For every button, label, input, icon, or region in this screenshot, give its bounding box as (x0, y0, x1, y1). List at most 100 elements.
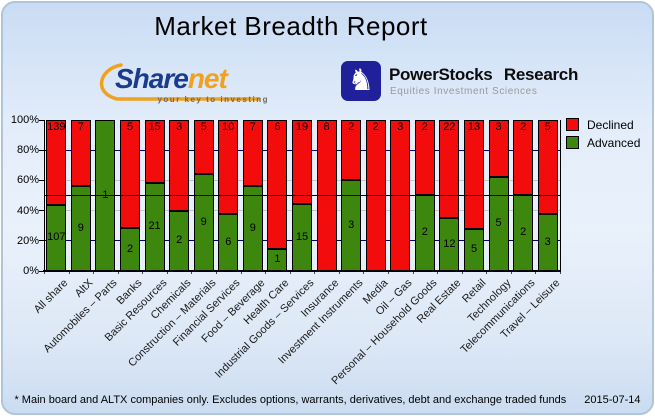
sharenet-word-net: net (187, 63, 228, 94)
x-axis-tick (289, 271, 291, 274)
declined-value-label: 139 (47, 121, 66, 133)
bar-segment-declined (267, 120, 288, 249)
y-axis-tick (39, 119, 44, 121)
declined-value-label: 13 (467, 121, 481, 133)
stacked-bar: 15 21 (144, 120, 165, 271)
legend-item: Declined (566, 118, 652, 132)
y-axis-tick-label: 100% (10, 114, 39, 126)
advanced-value-label: 12 (443, 237, 456, 250)
advanced-value-label: 3 (348, 218, 355, 231)
sharenet-tagline: your key to investing (157, 95, 269, 104)
sharenet-logo: Sharenet your key to investing (91, 59, 281, 107)
advanced-value-label: 15 (295, 230, 309, 243)
knight-icon: ♞ (341, 61, 381, 101)
stacked-bar: 10 6 (218, 120, 239, 271)
legend-item: Advanced (566, 136, 652, 150)
declined-value-label: 10 (222, 121, 235, 133)
advanced-value-label: 6 (225, 235, 232, 248)
declined-value-label: 2 (520, 121, 527, 133)
bar-segment-declined (120, 120, 140, 228)
x-axis-tick (265, 271, 267, 274)
x-axis-tick (117, 271, 119, 274)
sharenet-word-share: Share (115, 63, 189, 94)
report-date: 2015-07-14 (584, 394, 641, 406)
advanced-value-label: 1 (95, 189, 115, 201)
bar-segment-declined (513, 120, 534, 195)
bar-segment-declined (144, 120, 165, 183)
bar-segment-declined (439, 120, 460, 218)
legend-swatch-advanced (566, 136, 579, 149)
declined-value-label: 5 (544, 121, 551, 133)
bar-segment-declined (414, 120, 435, 195)
bar-segment-declined (70, 120, 91, 186)
x-axis-tick (93, 271, 95, 274)
y-axis-tick-label: 60% (16, 174, 39, 187)
advanced-value-label: 5 (470, 243, 478, 255)
page-title: Market Breadth Report (154, 11, 428, 41)
x-axis-tick (142, 271, 144, 274)
bar-segment-declined (464, 120, 484, 229)
x-axis-tick (240, 271, 242, 274)
footer: * Main board and ALTX companies only. Ex… (3, 394, 652, 406)
declined-value-label: 2 (421, 121, 428, 133)
x-axis-tick (166, 271, 168, 274)
plot-right-border (560, 120, 561, 271)
advanced-value-label: 1 (274, 253, 281, 265)
declined-value-label: 2 (372, 121, 379, 133)
declined-value-label: 6 (274, 121, 281, 133)
bar-segment-declined (537, 120, 558, 214)
advanced-value-label: 2 (520, 226, 527, 238)
stacked-bar: 13 5 (464, 120, 484, 271)
advanced-value-label: 2 (126, 242, 134, 255)
advanced-value-label: 9 (77, 221, 84, 234)
x-axis-tick (461, 271, 463, 274)
sharenet-wordmark: Sharenet (115, 63, 228, 95)
bar-segment-declined (242, 120, 263, 186)
y-axis-tick (39, 210, 44, 212)
declined-value-label: 7 (77, 121, 84, 133)
declined-value-label: 8 (323, 121, 330, 133)
x-axis-tick (510, 271, 512, 274)
x-axis-tick (314, 271, 316, 274)
bar-segment-declined (488, 120, 509, 177)
advanced-value-label: 9 (249, 221, 256, 234)
advanced-value-label: 3 (544, 235, 551, 248)
declined-value-label: 5 (126, 121, 134, 133)
y-axis-tick-label: 40% (16, 204, 39, 217)
advanced-value-label: 2 (176, 234, 183, 246)
bar-segment-declined (218, 120, 239, 214)
advanced-value-label: 9 (200, 215, 207, 228)
x-axis-tick (437, 271, 439, 274)
powerstocks-logo: ♞ PowerStocks Research Equities Investme… (341, 61, 578, 107)
x-axis-tick (191, 271, 193, 274)
footnote: * Main board and ALTX companies only. Ex… (14, 394, 567, 406)
declined-value-label: 7 (249, 121, 256, 133)
declined-value-label: 3 (397, 121, 404, 133)
powerstocks-tagline: Equities Investment Sciences (390, 86, 538, 97)
fifty-percent-line (44, 195, 560, 196)
legend-swatch-declined (566, 118, 579, 131)
advanced-value-label: 5 (495, 217, 502, 229)
y-axis-tick (39, 149, 44, 151)
x-axis-line (43, 270, 561, 272)
x-axis-tick (68, 271, 70, 274)
bar-segment-declined (341, 120, 362, 180)
x-axis-tick (44, 271, 45, 274)
declined-value-label: 5 (200, 121, 207, 133)
y-axis-tick-label: 80% (16, 144, 39, 157)
x-axis-tick (216, 271, 217, 274)
advanced-value-label: 107 (47, 231, 66, 243)
x-axis-tick (388, 271, 389, 274)
bar-segment-declined (46, 120, 67, 205)
stacked-bar: 22 12 (439, 120, 460, 271)
